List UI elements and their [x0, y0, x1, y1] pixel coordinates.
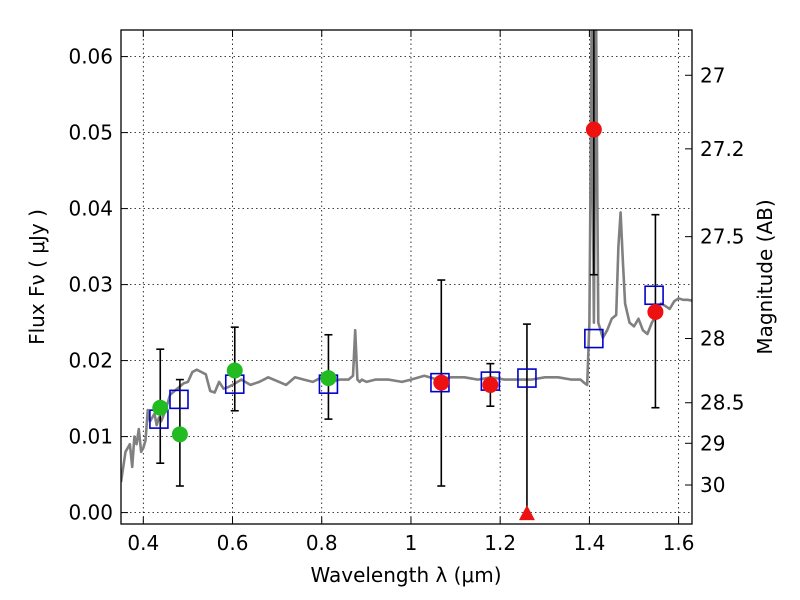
- y-tick-label: 0.01: [68, 425, 113, 449]
- y-tick-label: 0.00: [68, 501, 113, 525]
- mag-tick-label: 27.5: [700, 225, 745, 249]
- plot-background: [121, 30, 692, 524]
- x-tick-label: 1.4: [573, 531, 605, 555]
- y-tick-label: 0.02: [68, 349, 113, 373]
- x-tick-label: 0.6: [217, 531, 249, 555]
- mag-tick-label: 30: [700, 473, 725, 497]
- y-tick-label: 0.05: [68, 121, 113, 145]
- x-tick-label: 1.6: [663, 531, 695, 555]
- hst-point: [647, 303, 664, 320]
- magnitude-axis: 27 27.2 27.5 28 28.5 29 30: [685, 63, 745, 497]
- marker-layer: [149, 121, 664, 521]
- grid: [121, 30, 692, 524]
- y-tick-label: 0.06: [68, 45, 113, 69]
- x-axis-label: Wavelength λ (μm): [310, 563, 501, 587]
- x-tick-label: 1: [405, 531, 418, 555]
- y-axis-label: Flux Fν ( μJy ): [25, 209, 49, 345]
- mag-tick-label: 29: [700, 431, 725, 455]
- hst-point: [585, 121, 602, 138]
- ground-point: [226, 362, 243, 379]
- y-tick-label: 0.03: [68, 273, 113, 297]
- y2-axis-label: Magnitude (AB): [753, 199, 777, 354]
- mag-tick-label: 28.5: [700, 391, 745, 415]
- model-point: [584, 328, 604, 349]
- plot-frame: [120, 29, 693, 525]
- mag-tick-label: 27.2: [700, 137, 745, 161]
- ground-point: [171, 426, 188, 443]
- y-tick-label: 0.04: [68, 197, 113, 221]
- model-point: [517, 368, 537, 388]
- x-axis: 0.4 0.6 0.8 1 1.2 1.4 1.6: [127, 30, 695, 555]
- mag-tick-label: 27: [700, 63, 725, 87]
- x-tick-label: 0.4: [127, 531, 159, 555]
- model-point: [169, 389, 189, 410]
- ground-point: [320, 370, 337, 387]
- hst-point: [433, 374, 450, 391]
- hst-point: [482, 376, 499, 393]
- x-tick-label: 0.8: [306, 531, 338, 555]
- upper-limit-point: [518, 505, 535, 521]
- mag-tick-label: 28: [700, 326, 725, 350]
- x-tick-label: 1.2: [484, 531, 516, 555]
- ground-point: [152, 399, 169, 416]
- y-axis: 0.00 0.01 0.02 0.03 0.04 0.05 0.06: [68, 45, 128, 525]
